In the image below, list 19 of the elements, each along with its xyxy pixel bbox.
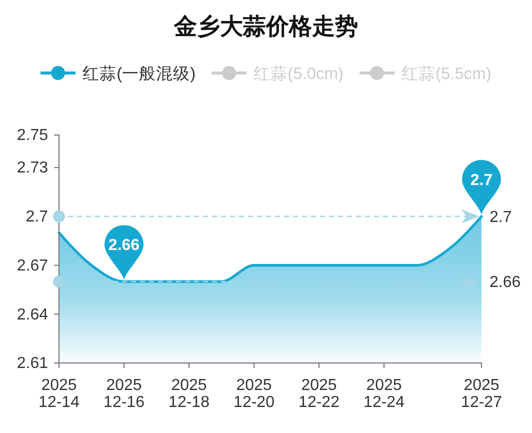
x-tick-label: 2025 12-22 — [298, 377, 340, 411]
y-tick-label: 2.73 — [16, 160, 48, 177]
legend-label: 红蒜(一般混级) — [82, 64, 196, 83]
annotation: 2.7 — [470, 172, 493, 190]
x-tick-label: 2025 12-20 — [234, 377, 275, 411]
ref-line-label: 2.7 — [490, 209, 512, 226]
x-tick-label: 2025 12-16 — [104, 377, 145, 411]
y-tick-label: 2.64 — [16, 306, 48, 324]
annotation: 2.66 — [108, 237, 140, 254]
y-tick-label: 2.75 — [16, 127, 48, 144]
x-tick-label: 2025 12-14 — [38, 377, 80, 411]
ref-line-label: 2.66 — [490, 274, 521, 292]
y-tick-label: 2.67 — [16, 257, 48, 274]
x-tick-label: 2025 12-27 — [461, 377, 502, 411]
x-tick-label: 2025 12-24 — [364, 377, 405, 411]
y-tick-label: 2.61 — [16, 355, 48, 372]
x-tick-label: 2025 12-18 — [168, 377, 210, 411]
chart-title: 金乡大蒜价格走势 — [173, 13, 358, 39]
y-tick-label: 2.7 — [26, 208, 48, 226]
